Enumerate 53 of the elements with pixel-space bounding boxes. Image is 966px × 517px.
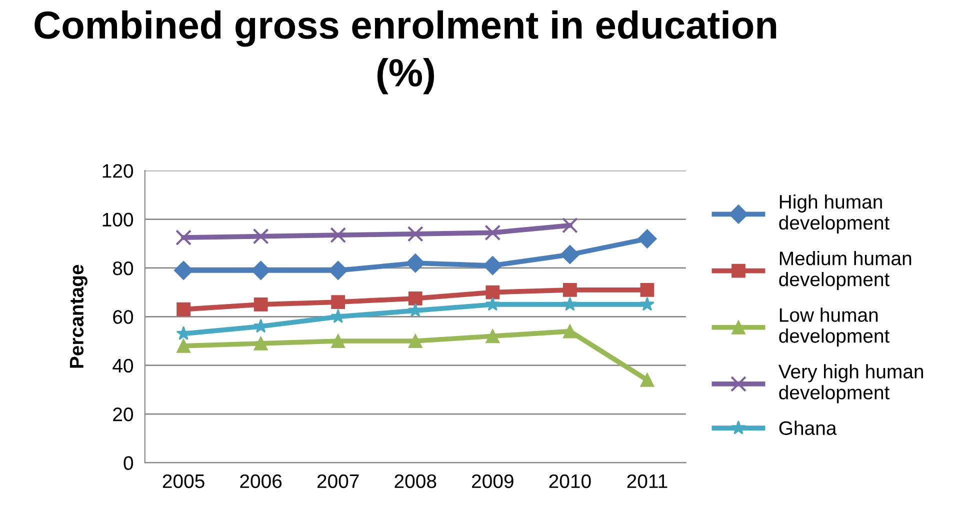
point [640,282,654,297]
point [331,295,346,309]
point [408,302,423,317]
legend-label: Medium human development [779,251,912,290]
point [328,260,348,280]
point [483,256,502,276]
point [331,334,346,348]
point [560,245,580,264]
y-axis-title: Percantage [70,264,88,368]
point [640,373,654,387]
point [176,230,192,246]
point [640,296,655,311]
point [562,282,577,297]
point [638,229,657,248]
point [252,228,269,244]
point [254,336,268,350]
point [484,224,501,241]
y-tick-label: 80 [113,261,134,276]
point [408,334,422,348]
y-tick-label: 20 [113,408,134,422]
y-tick-label: 60 [113,310,134,324]
point [330,227,346,244]
x-tick-label: 2010 [549,474,591,488]
legend-label: High human development [779,194,890,234]
legend-label: Low human development [779,308,890,347]
legend-label: Very high human development [778,364,924,404]
point [406,254,425,273]
point [486,329,500,344]
x-tick-label: 2008 [394,474,436,488]
x-tick-label: 2007 [317,474,359,488]
point [408,291,422,306]
point [176,338,190,353]
x-tick-label: 2006 [240,474,282,488]
y-tick-label: 40 [112,358,134,373]
point [407,226,424,242]
x-tick-label: 2009 [472,474,514,488]
y-tick-label: 0 [124,456,134,470]
point [485,296,500,311]
point [486,285,500,300]
point [562,217,578,234]
chart-title: Combined gross enrolment in education (%) [34,10,776,94]
point [176,302,190,316]
y-tick-label: 120 [102,164,134,178]
point [176,326,191,340]
legend-label: Ghana [779,420,837,436]
point [254,298,268,312]
point [562,296,578,311]
point [330,309,346,323]
point [562,324,577,338]
y-tick-label: 100 [102,212,134,227]
x-tick-label: 2005 [162,474,204,488]
x-tick-label: 2011 [627,474,668,488]
point [251,260,270,280]
